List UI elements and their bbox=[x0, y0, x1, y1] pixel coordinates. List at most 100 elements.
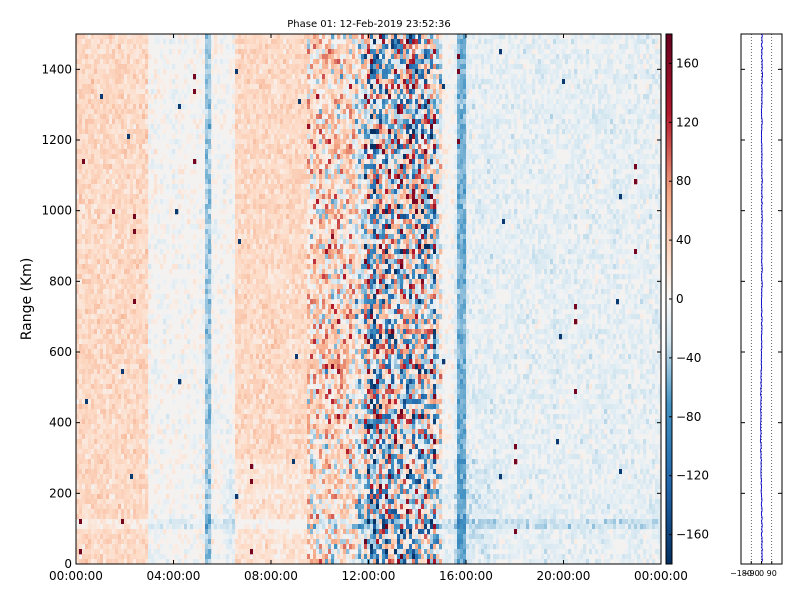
heatmap-cell bbox=[118, 134, 122, 140]
heatmap-cell bbox=[259, 549, 263, 555]
heatmap-cell bbox=[148, 394, 152, 400]
heatmap-cell bbox=[229, 244, 233, 250]
heatmap-cell bbox=[112, 559, 116, 565]
heatmap-cell bbox=[163, 224, 167, 230]
heatmap-cell bbox=[211, 294, 215, 300]
heatmap-cell bbox=[118, 224, 122, 230]
heatmap-cell bbox=[118, 364, 122, 370]
heatmap-cell bbox=[103, 439, 107, 445]
heatmap-cell bbox=[172, 124, 176, 130]
heatmap-cell bbox=[82, 374, 86, 380]
heatmap-cell bbox=[262, 119, 266, 125]
heatmap-cell bbox=[88, 459, 92, 465]
heatmap-cell bbox=[76, 144, 80, 150]
heatmap-cell bbox=[178, 549, 182, 555]
heatmap-cell bbox=[259, 344, 263, 350]
heatmap-cell bbox=[259, 474, 263, 480]
heatmap-cell bbox=[127, 134, 131, 140]
heatmap-cell bbox=[139, 64, 143, 70]
heatmap-cell bbox=[208, 329, 212, 335]
heatmap-cell bbox=[199, 284, 203, 290]
heatmap-cell bbox=[94, 274, 98, 280]
heatmap-cell bbox=[253, 249, 257, 255]
heatmap-cell bbox=[136, 489, 140, 495]
heatmap-cell bbox=[103, 79, 107, 85]
heatmap-cell bbox=[217, 394, 221, 400]
heatmap-cell bbox=[238, 139, 242, 145]
heatmap-cell bbox=[79, 549, 83, 555]
heatmap-cell bbox=[133, 204, 137, 210]
heatmap-cell bbox=[205, 514, 209, 520]
heatmap-cell bbox=[82, 74, 86, 80]
heatmap-cell bbox=[76, 74, 80, 80]
heatmap-cell bbox=[103, 184, 107, 190]
heatmap-cell bbox=[103, 544, 107, 550]
heatmap-cell bbox=[226, 484, 230, 490]
heatmap-cell bbox=[109, 399, 113, 405]
heatmap-cell bbox=[166, 124, 170, 130]
heatmap-cell bbox=[247, 419, 251, 425]
heatmap-cell bbox=[76, 99, 80, 105]
heatmap-cell bbox=[241, 119, 245, 125]
heatmap-cell bbox=[205, 284, 209, 290]
heatmap-cell bbox=[208, 479, 212, 485]
heatmap-cell bbox=[223, 89, 227, 95]
heatmap-cell bbox=[121, 444, 125, 450]
heatmap-cell bbox=[256, 509, 260, 515]
heatmap-cell bbox=[133, 419, 137, 425]
heatmap-cell bbox=[145, 424, 149, 430]
heatmap-cell bbox=[166, 64, 170, 70]
heatmap-cell bbox=[244, 249, 248, 255]
heatmap-cell bbox=[244, 154, 248, 160]
heatmap-cell bbox=[250, 319, 254, 325]
heatmap-cell bbox=[130, 44, 134, 50]
heatmap-cell bbox=[109, 64, 113, 70]
heatmap-cell bbox=[79, 209, 83, 215]
heatmap-cell bbox=[259, 104, 263, 110]
heatmap-cell bbox=[193, 199, 197, 205]
heatmap-cell bbox=[100, 454, 104, 460]
heatmap-cell bbox=[256, 244, 260, 250]
heatmap-cell bbox=[97, 419, 101, 425]
heatmap-cell bbox=[175, 104, 179, 110]
heatmap-cell bbox=[193, 279, 197, 285]
heatmap-cell bbox=[202, 234, 206, 240]
heatmap-cell bbox=[241, 79, 245, 85]
heatmap-cell bbox=[259, 119, 263, 125]
heatmap-cell bbox=[169, 514, 173, 520]
heatmap-cell bbox=[115, 34, 119, 40]
heatmap-cell bbox=[148, 264, 152, 270]
heatmap-cell bbox=[142, 324, 146, 330]
heatmap-cell bbox=[133, 234, 137, 240]
heatmap-cell bbox=[118, 369, 122, 375]
heatmap-cell bbox=[118, 514, 122, 520]
heatmap-cell bbox=[262, 354, 266, 360]
heatmap-cell bbox=[76, 44, 80, 50]
heatmap-cell bbox=[259, 504, 263, 510]
heatmap-cell bbox=[163, 519, 167, 525]
heatmap-cell bbox=[103, 289, 107, 295]
heatmap-cell bbox=[238, 474, 242, 480]
heatmap-cell bbox=[250, 479, 254, 485]
heatmap-cell bbox=[127, 124, 131, 130]
heatmap-cell bbox=[247, 34, 251, 40]
heatmap-cell bbox=[217, 319, 221, 325]
heatmap-cell bbox=[139, 299, 143, 305]
heatmap-cell bbox=[178, 389, 182, 395]
heatmap-cell bbox=[79, 374, 83, 380]
heatmap-cell bbox=[265, 69, 269, 75]
heatmap-cell bbox=[244, 329, 248, 335]
heatmap-cell bbox=[238, 264, 242, 270]
heatmap-cell bbox=[148, 544, 152, 550]
heatmap-cell bbox=[82, 294, 86, 300]
heatmap-cell bbox=[238, 44, 242, 50]
heatmap-cell bbox=[127, 44, 131, 50]
heatmap-cell bbox=[109, 274, 113, 280]
heatmap-cell bbox=[85, 214, 89, 220]
heatmap-cell bbox=[214, 239, 218, 245]
heatmap-cell bbox=[184, 524, 188, 530]
heatmap-cell bbox=[157, 69, 161, 75]
heatmap-cell bbox=[106, 244, 110, 250]
heatmap-cell bbox=[88, 299, 92, 305]
heatmap-cell bbox=[130, 369, 134, 375]
